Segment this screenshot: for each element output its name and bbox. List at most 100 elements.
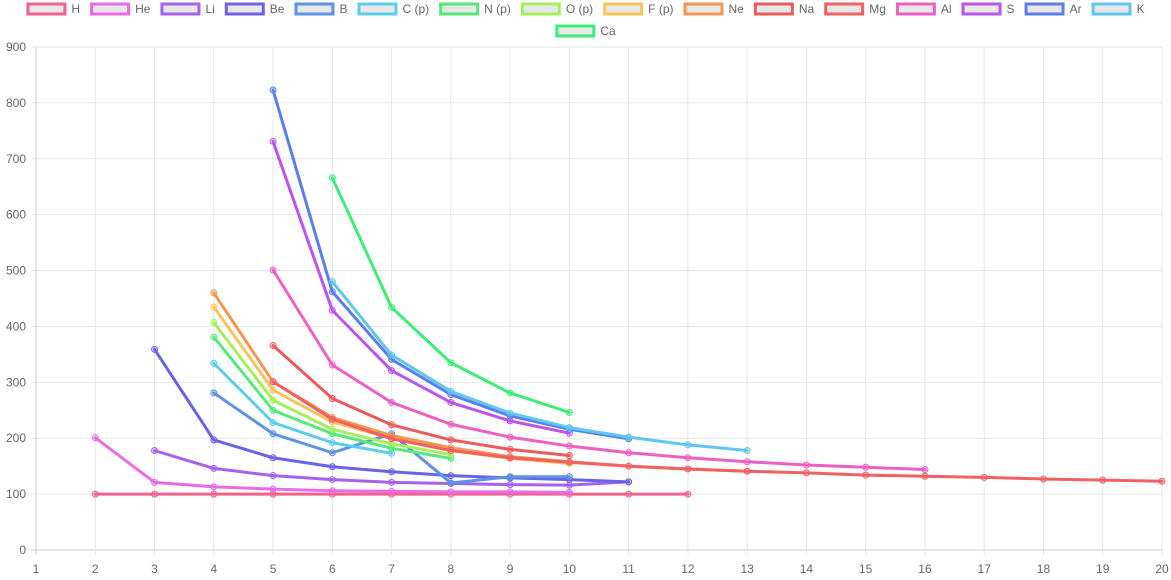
series-line[interactable]	[153, 449, 631, 487]
series-line[interactable]	[330, 280, 749, 453]
data-point[interactable]	[388, 435, 396, 443]
series-al[interactable]	[269, 266, 929, 474]
legend-item[interactable]: S	[961, 2, 1015, 16]
data-point[interactable]	[328, 174, 336, 182]
data-point[interactable]	[447, 359, 455, 367]
legend-item[interactable]: K	[1091, 2, 1145, 16]
data-point[interactable]	[684, 441, 692, 449]
data-point[interactable]	[921, 472, 929, 480]
data-point[interactable]	[328, 278, 336, 286]
legend-item[interactable]: Li	[160, 2, 215, 16]
data-point[interactable]	[328, 476, 336, 484]
data-point[interactable]	[328, 415, 336, 423]
series-line[interactable]	[330, 176, 571, 415]
legend-item[interactable]: N (p)	[439, 2, 511, 16]
series-k[interactable]	[328, 278, 751, 455]
data-point[interactable]	[506, 389, 514, 397]
data-point[interactable]	[1099, 476, 1107, 484]
series-line[interactable]	[271, 343, 571, 458]
data-point[interactable]	[565, 409, 573, 417]
series-ca[interactable]	[328, 174, 573, 417]
data-point[interactable]	[565, 473, 573, 481]
series-s[interactable]	[269, 137, 573, 437]
data-point[interactable]	[210, 490, 218, 498]
data-point[interactable]	[388, 478, 396, 486]
data-point[interactable]	[388, 449, 396, 457]
series-he[interactable]	[91, 434, 573, 496]
series-line[interactable]	[212, 391, 571, 485]
data-point[interactable]	[625, 462, 633, 470]
data-point[interactable]	[210, 303, 218, 311]
data-point[interactable]	[565, 442, 573, 450]
data-point[interactable]	[210, 289, 218, 297]
data-point[interactable]	[269, 137, 277, 145]
data-point[interactable]	[388, 468, 396, 476]
data-point[interactable]	[506, 409, 514, 417]
legend-item[interactable]: C (p)	[357, 2, 429, 16]
data-point[interactable]	[269, 454, 277, 462]
data-point[interactable]	[743, 467, 751, 475]
data-point[interactable]	[151, 345, 159, 353]
data-point[interactable]	[506, 481, 514, 489]
legend-item[interactable]: Ar	[1024, 2, 1082, 16]
data-point[interactable]	[328, 449, 336, 457]
data-point[interactable]	[802, 469, 810, 477]
series-line[interactable]	[212, 321, 453, 456]
data-point[interactable]	[684, 490, 692, 498]
data-point[interactable]	[269, 472, 277, 480]
data-point[interactable]	[388, 421, 396, 429]
data-point[interactable]	[506, 454, 514, 462]
series-line[interactable]	[271, 139, 571, 435]
data-point[interactable]	[269, 430, 277, 438]
data-point[interactable]	[269, 485, 277, 493]
data-point[interactable]	[269, 341, 277, 349]
data-point[interactable]	[328, 361, 336, 369]
data-point[interactable]	[210, 483, 218, 491]
data-point[interactable]	[91, 490, 99, 498]
data-point[interactable]	[447, 479, 455, 487]
data-point[interactable]	[269, 386, 277, 394]
data-point[interactable]	[802, 461, 810, 469]
legend-item[interactable]: B	[294, 2, 348, 16]
legend-item[interactable]: H	[26, 2, 80, 16]
data-point[interactable]	[625, 449, 633, 457]
data-point[interactable]	[1039, 475, 1047, 483]
series-line[interactable]	[212, 361, 394, 455]
data-point[interactable]	[388, 367, 396, 375]
data-point[interactable]	[506, 488, 514, 496]
series-mg[interactable]	[269, 378, 1166, 485]
series-line[interactable]	[271, 380, 1164, 483]
series-line[interactable]	[271, 268, 927, 472]
data-point[interactable]	[210, 436, 218, 444]
data-point[interactable]	[447, 488, 455, 496]
data-point[interactable]	[328, 306, 336, 314]
data-point[interactable]	[447, 398, 455, 406]
data-point[interactable]	[151, 447, 159, 455]
data-point[interactable]	[565, 458, 573, 466]
data-point[interactable]	[91, 434, 99, 442]
data-point[interactable]	[328, 395, 336, 403]
data-point[interactable]	[269, 490, 277, 498]
data-point[interactable]	[506, 433, 514, 441]
legend-item[interactable]: Ca	[555, 24, 616, 38]
data-point[interactable]	[151, 478, 159, 486]
data-point[interactable]	[684, 465, 692, 473]
series-na[interactable]	[269, 341, 573, 460]
data-point[interactable]	[269, 396, 277, 404]
data-point[interactable]	[506, 473, 514, 481]
data-point[interactable]	[625, 433, 633, 441]
data-point[interactable]	[1158, 477, 1166, 485]
data-point[interactable]	[269, 406, 277, 414]
data-point[interactable]	[447, 387, 455, 395]
legend-item[interactable]: Al	[895, 2, 952, 16]
series-line[interactable]	[153, 347, 631, 484]
legend-item[interactable]: Na	[753, 2, 815, 16]
data-point[interactable]	[447, 472, 455, 480]
data-point[interactable]	[328, 425, 336, 433]
data-point[interactable]	[328, 288, 336, 296]
data-point[interactable]	[328, 439, 336, 447]
data-point[interactable]	[388, 487, 396, 495]
data-point[interactable]	[862, 463, 870, 471]
data-point[interactable]	[328, 463, 336, 471]
data-point[interactable]	[447, 420, 455, 428]
